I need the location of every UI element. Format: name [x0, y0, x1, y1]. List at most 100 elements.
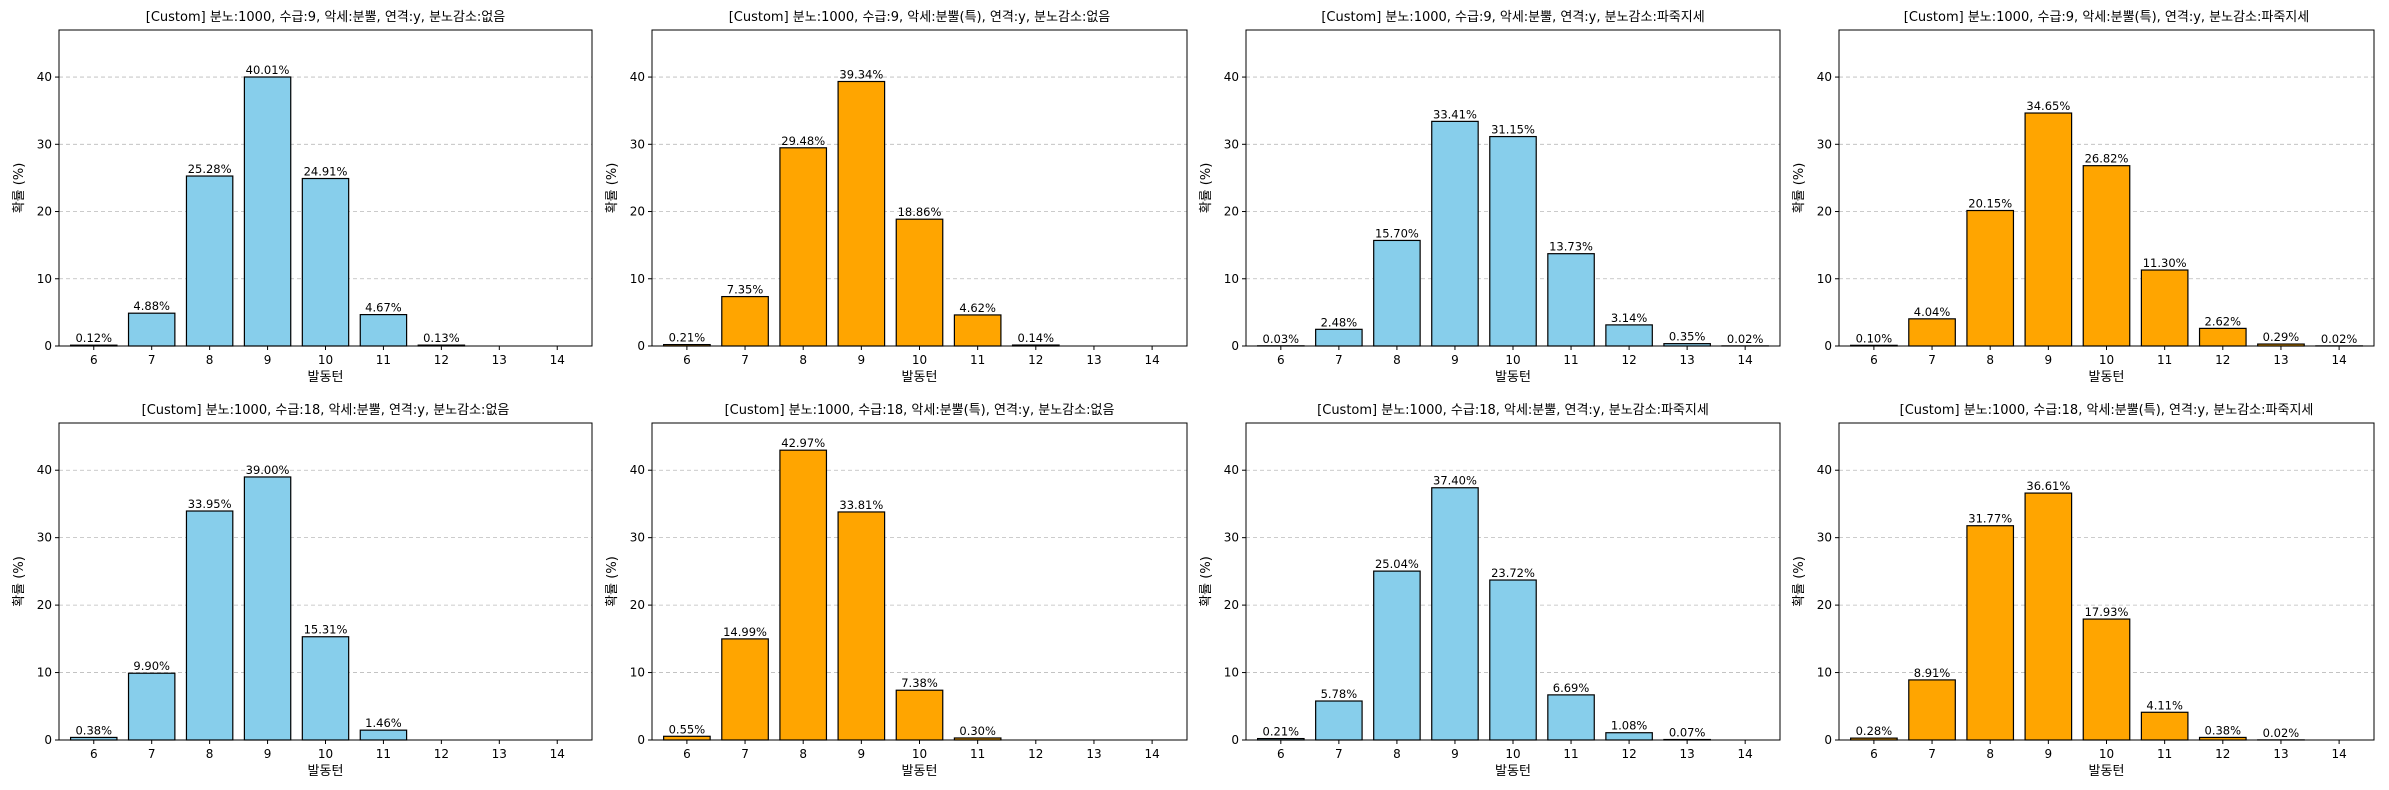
data-label: 0.35% — [1669, 330, 1706, 344]
x-tick-label: 8 — [1986, 353, 1994, 367]
x-tick-label: 10 — [2099, 747, 2114, 761]
data-label: 29.48% — [781, 134, 825, 148]
data-label: 31.15% — [1491, 123, 1535, 137]
y-tick-label: 30 — [630, 531, 645, 545]
y-tick-label: 10 — [1817, 666, 1832, 680]
x-axis-label: 발동턴 — [1495, 764, 1531, 779]
bar — [779, 147, 828, 347]
x-tick-label: 8 — [206, 747, 214, 761]
data-label: 31.77% — [1968, 512, 2012, 526]
x-tick-label: 9 — [2045, 353, 2053, 367]
y-tick-label: 30 — [1817, 531, 1832, 545]
data-label: 15.70% — [1375, 226, 1419, 240]
bar — [663, 735, 711, 741]
bar — [127, 312, 176, 347]
bar — [301, 177, 350, 347]
x-tick-label: 11 — [376, 353, 391, 367]
y-axis-label: 확률 (%) — [1199, 163, 1214, 214]
y-tick-label: 30 — [37, 531, 52, 545]
data-label: 13.73% — [1549, 240, 1593, 254]
chart-3: 0.03% 2.48% 15.70% 33.41% 31.15% 13.73% 3.14% 0… — [1199, 10, 1781, 385]
bar — [127, 672, 176, 741]
x-tick-label: 13 — [492, 747, 507, 761]
x-tick-label: 6 — [683, 747, 691, 761]
x-tick-label: 6 — [90, 353, 98, 367]
y-tick-label: 30 — [1224, 137, 1239, 151]
x-tick-label: 9 — [1451, 747, 1459, 761]
data-label: 0.14% — [1018, 331, 1055, 345]
x-tick-label: 12 — [2215, 353, 2230, 367]
y-tick-label: 40 — [1817, 463, 1832, 477]
x-tick-label: 13 — [2273, 353, 2288, 367]
bar — [185, 510, 234, 741]
bar — [2198, 327, 2247, 347]
x-tick-label: 7 — [148, 747, 156, 761]
x-tick-label: 14 — [550, 353, 565, 367]
data-label: 1.08% — [1611, 719, 1648, 733]
y-tick-label: 40 — [1224, 70, 1239, 84]
data-label: 17.93% — [2085, 605, 2129, 619]
data-label: 7.38% — [901, 676, 938, 690]
x-tick-label: 14 — [1144, 353, 1159, 367]
x-tick-label: 13 — [1679, 353, 1694, 367]
y-tick-label: 40 — [37, 70, 52, 84]
y-axis-label: 확률 (%) — [1199, 556, 1214, 607]
data-label: 2.48% — [1321, 315, 1358, 329]
y-tick-label: 10 — [1224, 272, 1239, 286]
x-tick-label: 11 — [376, 747, 391, 761]
bar — [1489, 135, 1537, 347]
data-label: 6.69% — [1553, 681, 1590, 695]
x-tick-label: 8 — [1393, 353, 1401, 367]
x-tick-label: 13 — [1679, 747, 1694, 761]
x-tick-label: 10 — [2099, 353, 2114, 367]
y-tick-label: 40 — [630, 463, 645, 477]
data-label: 25.04% — [1375, 557, 1419, 571]
y-tick-label: 40 — [37, 463, 52, 477]
data-label: 0.38% — [75, 723, 112, 737]
y-tick-label: 0 — [1824, 733, 1832, 747]
x-tick-label: 7 — [741, 353, 749, 367]
bar — [1908, 318, 1956, 347]
x-tick-label: 6 — [1277, 747, 1285, 761]
data-label: 20.15% — [1968, 197, 2012, 211]
y-tick-label: 20 — [37, 598, 52, 612]
data-label: 23.72% — [1491, 566, 1535, 580]
chart-title: [Custom] 분노:1000, 수급:9, 악세:분뿔(특), 연격:y, … — [1904, 10, 2309, 25]
bar — [895, 218, 944, 347]
y-tick-label: 0 — [1231, 733, 1239, 747]
x-axis-label: 발동턴 — [902, 370, 938, 385]
x-tick-label: 10 — [1505, 353, 1520, 367]
bar — [243, 476, 292, 741]
y-tick-label: 0 — [637, 339, 645, 353]
chart-2: 0.21% 7.35% 29.48% 39.34% 18.86% 4.62% 0.14% 0 1… — [605, 10, 1188, 385]
y-tick-label: 20 — [1224, 598, 1239, 612]
x-tick-label: 12 — [1028, 353, 1043, 367]
data-label: 8.91% — [1914, 666, 1951, 680]
x-tick-label: 6 — [1277, 353, 1285, 367]
x-tick-label: 13 — [1086, 747, 1101, 761]
y-tick-label: 40 — [1224, 463, 1239, 477]
x-tick-label: 9 — [264, 353, 272, 367]
chart-6: 0.55% 14.99% 42.97% 33.81% 7.38% 0.30% 0 10 20 30… — [605, 403, 1188, 779]
data-label: 37.40% — [1433, 474, 1477, 488]
y-tick-label: 20 — [1817, 598, 1832, 612]
x-tick-label: 6 — [1870, 747, 1878, 761]
data-label: 33.95% — [188, 497, 232, 511]
x-tick-label: 10 — [318, 353, 333, 367]
data-label: 0.30% — [959, 724, 996, 738]
y-axis-label: 확률 (%) — [1792, 556, 1807, 607]
bar — [359, 314, 408, 347]
y-tick-label: 30 — [1224, 531, 1239, 545]
x-tick-label: 13 — [1086, 353, 1101, 367]
x-tick-label: 12 — [1621, 353, 1636, 367]
x-tick-label: 8 — [1393, 747, 1401, 761]
y-tick-label: 0 — [44, 339, 52, 353]
data-label: 4.67% — [365, 301, 402, 315]
x-tick-label: 14 — [550, 747, 565, 761]
x-tick-label: 9 — [2045, 747, 2053, 761]
bar — [2140, 711, 2189, 741]
chart-title: [Custom] 분노:1000, 수급:18, 악세:분뿔(특), 연격:y,… — [725, 403, 1115, 418]
data-label: 9.90% — [133, 659, 170, 673]
data-label: 4.04% — [1914, 305, 1951, 319]
y-tick-label: 20 — [37, 205, 52, 219]
